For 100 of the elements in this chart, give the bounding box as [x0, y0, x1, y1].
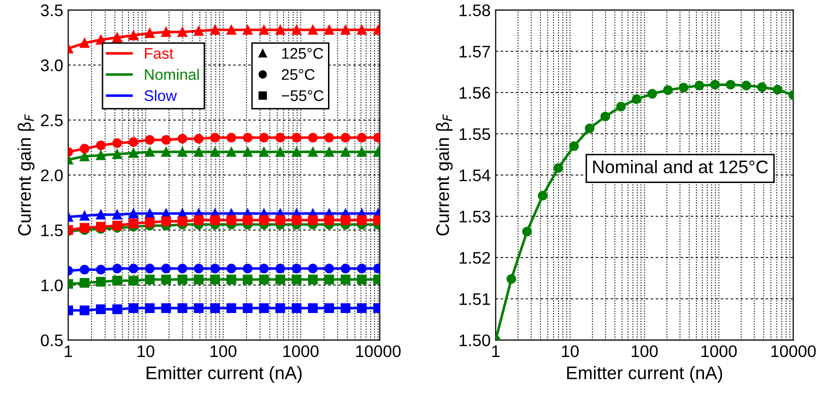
y-tick-label: 2.0	[41, 169, 63, 182]
point	[80, 305, 90, 316]
point	[96, 264, 106, 275]
point	[678, 82, 688, 92]
point	[194, 134, 204, 144]
point	[340, 215, 350, 225]
point	[210, 24, 220, 35]
point	[292, 215, 302, 225]
point	[178, 147, 188, 157]
point	[194, 26, 204, 36]
legend-label: Nominal	[145, 68, 199, 80]
y-tick-label: 1.57	[460, 46, 490, 58]
point	[324, 303, 334, 314]
point	[292, 147, 302, 157]
point	[80, 210, 90, 221]
point	[128, 208, 138, 218]
point	[663, 85, 673, 95]
point	[178, 27, 188, 37]
point	[178, 216, 188, 226]
point	[308, 24, 318, 35]
point	[161, 303, 171, 314]
x-tick-label: 10000	[356, 345, 401, 358]
point	[275, 24, 286, 35]
y-tick-label: 1.52	[460, 252, 490, 264]
point	[356, 132, 367, 142]
point	[538, 190, 548, 201]
point	[112, 210, 122, 220]
point	[112, 304, 122, 314]
y-tick-label: 1.51	[460, 293, 490, 305]
x-tick-label: 1	[492, 346, 500, 357]
point	[112, 138, 122, 148]
point	[96, 150, 106, 160]
y-tick-label: 1.56	[460, 86, 490, 99]
y-tick-label: 1.53	[460, 210, 490, 222]
point	[292, 274, 302, 284]
x-tick-label: 1000	[283, 345, 319, 358]
point	[194, 215, 204, 225]
point	[128, 276, 138, 286]
point	[275, 215, 286, 225]
point	[128, 137, 138, 147]
annotation: 25°C	[282, 69, 315, 80]
point	[356, 24, 367, 35]
point	[144, 303, 155, 314]
point	[226, 264, 236, 274]
y-tick-label: 1.0	[41, 279, 63, 292]
point	[647, 88, 658, 99]
point	[772, 84, 782, 95]
point	[194, 303, 204, 314]
point	[161, 274, 171, 284]
point	[324, 24, 334, 35]
point	[259, 132, 269, 142]
x-tick-label: 1	[64, 346, 72, 357]
point	[161, 216, 171, 226]
point	[194, 274, 204, 284]
y-tick-label: 1.5	[41, 224, 63, 236]
point	[242, 303, 252, 314]
point	[226, 132, 236, 142]
point	[210, 132, 220, 142]
x-tick-label: 1000	[702, 345, 737, 358]
y-tick-label: 1.55	[460, 128, 490, 140]
point	[694, 80, 704, 90]
point	[161, 134, 171, 145]
point	[242, 147, 252, 157]
point	[128, 218, 138, 228]
point	[128, 30, 138, 40]
point	[178, 274, 188, 284]
point	[242, 132, 252, 142]
point	[80, 278, 90, 288]
point	[144, 147, 155, 157]
point	[340, 274, 350, 284]
point	[275, 132, 286, 142]
x-axis-title: Emitter current (nA)	[567, 366, 722, 383]
point	[324, 215, 334, 225]
point	[80, 38, 90, 48]
point	[112, 276, 122, 286]
point	[324, 264, 334, 274]
point	[194, 264, 204, 274]
point	[356, 264, 367, 274]
point	[308, 132, 318, 142]
point	[226, 303, 236, 314]
x-tick-label: 10	[138, 345, 154, 358]
point	[210, 303, 220, 314]
point	[275, 147, 286, 157]
point	[112, 220, 122, 230]
point	[194, 147, 204, 157]
annotation: −55°C	[282, 90, 324, 102]
x-tick-label: 100	[632, 345, 658, 358]
point	[144, 217, 155, 228]
y-tick-label: 3.5	[40, 4, 63, 16]
point	[275, 303, 286, 314]
point	[259, 303, 269, 314]
point	[144, 134, 155, 145]
point	[226, 274, 236, 284]
point	[275, 274, 286, 284]
point	[226, 147, 236, 157]
point	[308, 264, 318, 274]
point	[210, 274, 220, 284]
point	[340, 132, 350, 142]
point	[356, 303, 367, 314]
annotation: 125°C	[282, 48, 324, 59]
